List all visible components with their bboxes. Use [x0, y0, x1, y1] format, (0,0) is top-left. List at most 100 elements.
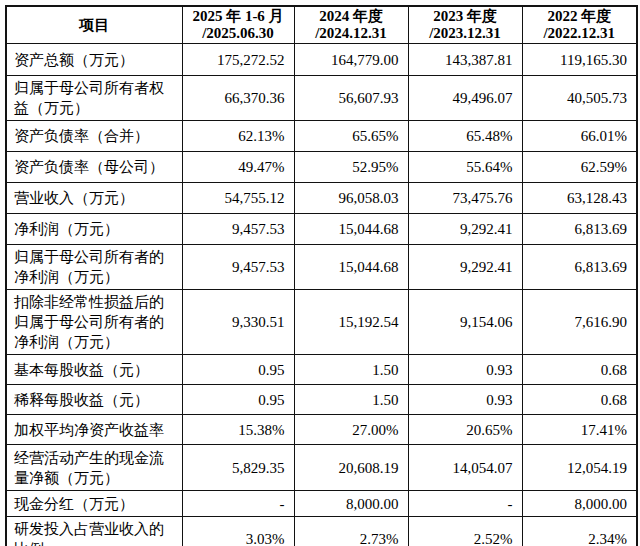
period-date: /2022.12.31: [525, 25, 635, 42]
table-row-parent-net-profit-excl-nonrecurring: 扣除非经常性损益后的归属于母公司所有者的净利润（万元） 9,330.51 15,…: [6, 290, 637, 355]
cell-value: 12,054.19: [522, 445, 637, 491]
table-row-parent-net-profit: 归属于母公司所有者的净利润（万元） 9,457.53 15,044.68 9,2…: [6, 245, 637, 290]
cell-value: 73,475.76: [408, 183, 522, 214]
cell-value: 52.95%: [294, 152, 408, 183]
table-row-parent-equity: 归属于母公司所有者权益（万元） 66,370.36 56,607.93 49,4…: [6, 76, 637, 121]
table-row-debt-ratio-parent: 资产负债率（母公司） 49.47% 52.95% 55.64% 62.59%: [6, 152, 637, 183]
row-label: 资产负债率（合并）: [6, 121, 182, 152]
cell-value: 15,044.68: [294, 214, 408, 245]
financial-summary-table-container: 项目 2025 年 1-6 月 /2025.06.30 2024 年度 /202…: [0, 0, 640, 546]
cell-value: 9,457.53: [182, 245, 294, 290]
row-label: 研发投入占营业收入的比例: [6, 517, 182, 546]
header-cell-period-2024: 2024 年度 /2024.12.31: [294, 6, 408, 44]
cell-value: 65.48%: [408, 121, 522, 152]
cell-value: 143,387.81: [408, 44, 522, 76]
cell-value: 7,616.90: [522, 290, 637, 355]
cell-value: 0.68: [522, 385, 637, 415]
cell-value: 15,192.54: [294, 290, 408, 355]
cell-value: 6,813.69: [522, 245, 637, 290]
table-body: 资产总额（万元） 175,272.52 164,779.00 143,387.8…: [6, 44, 637, 546]
cell-value: 66,370.36: [182, 76, 294, 121]
header-cell-period-2025: 2025 年 1-6 月 /2025.06.30: [182, 6, 294, 44]
cell-value: 63,128.43: [522, 183, 637, 214]
cell-value: 175,272.52: [182, 44, 294, 76]
cell-value: 0.93: [408, 355, 522, 385]
cell-value: 6,813.69: [522, 214, 637, 245]
table-row-net-profit: 净利润（万元） 9,457.53 15,044.68 9,292.41 6,81…: [6, 214, 637, 245]
cell-value: 9,457.53: [182, 214, 294, 245]
table-row-basic-eps: 基本每股收益（元） 0.95 1.50 0.93 0.68: [6, 355, 637, 385]
period-title: 2023 年度: [411, 8, 520, 25]
cell-value: 62.59%: [522, 152, 637, 183]
cell-value: 3.03%: [182, 517, 294, 546]
table-row-rd-revenue-ratio: 研发投入占营业收入的比例 3.03% 2.73% 2.52% 2.34%: [6, 517, 637, 546]
period-title: 2024 年度: [297, 8, 406, 25]
table-row-debt-ratio-consolidated: 资产负债率（合并） 62.13% 65.65% 65.48% 66.01%: [6, 121, 637, 152]
row-label: 营业收入（万元）: [6, 183, 182, 214]
cell-value: 0.93: [408, 385, 522, 415]
header-cell-period-2022: 2022 年度 /2022.12.31: [522, 6, 637, 44]
period-date: /2025.06.30: [185, 25, 292, 42]
cell-value: 96,058.03: [294, 183, 408, 214]
cell-value: 9,330.51: [182, 290, 294, 355]
row-label: 净利润（万元）: [6, 214, 182, 245]
row-label: 现金分红（万元）: [6, 491, 182, 517]
cell-value: 15,044.68: [294, 245, 408, 290]
cell-value: 119,165.30: [522, 44, 637, 76]
header-row: 项目 2025 年 1-6 月 /2025.06.30 2024 年度 /202…: [6, 6, 637, 44]
cell-value: 9,292.41: [408, 214, 522, 245]
table-row-operating-revenue: 营业收入（万元） 54,755.12 96,058.03 73,475.76 6…: [6, 183, 637, 214]
row-label: 稀释每股收益（元）: [6, 385, 182, 415]
cell-value: 17.41%: [522, 415, 637, 445]
row-label: 扣除非经常性损益后的归属于母公司所有者的净利润（万元）: [6, 290, 182, 355]
cell-value: 1.50: [294, 355, 408, 385]
period-title: 2022 年度: [525, 8, 635, 25]
cell-value: 55.64%: [408, 152, 522, 183]
cell-value: 14,054.07: [408, 445, 522, 491]
financial-summary-table: 项目 2025 年 1-6 月 /2025.06.30 2024 年度 /202…: [5, 5, 638, 546]
cell-value: 54,755.12: [182, 183, 294, 214]
table-row-diluted-eps: 稀释每股收益（元） 0.95 1.50 0.93 0.68: [6, 385, 637, 415]
header-item-label: 项目: [79, 17, 109, 33]
header-cell-item: 项目: [6, 6, 182, 44]
cell-value: 5,829.35: [182, 445, 294, 491]
row-label: 资产总额（万元）: [6, 44, 182, 76]
header-cell-period-2023: 2023 年度 /2023.12.31: [408, 6, 522, 44]
row-label: 加权平均净资产收益率: [6, 415, 182, 445]
cell-value: -: [182, 491, 294, 517]
cell-value: 8,000.00: [294, 491, 408, 517]
table-row-operating-cash-flow: 经营活动产生的现金流量净额（万元） 5,829.35 20,608.19 14,…: [6, 445, 637, 491]
cell-value: 0.95: [182, 385, 294, 415]
cell-value: -: [408, 491, 522, 517]
cell-value: 20.65%: [408, 415, 522, 445]
row-label: 归属于母公司所有者的净利润（万元）: [6, 245, 182, 290]
cell-value: 66.01%: [522, 121, 637, 152]
row-label: 归属于母公司所有者权益（万元）: [6, 76, 182, 121]
table-row-total-assets: 资产总额（万元） 175,272.52 164,779.00 143,387.8…: [6, 44, 637, 76]
period-date: /2023.12.31: [411, 25, 520, 42]
table-row-weighted-avg-roe: 加权平均净资产收益率 15.38% 27.00% 20.65% 17.41%: [6, 415, 637, 445]
cell-value: 40,505.73: [522, 76, 637, 121]
cell-value: 49,496.07: [408, 76, 522, 121]
cell-value: 65.65%: [294, 121, 408, 152]
cell-value: 0.68: [522, 355, 637, 385]
row-label: 经营活动产生的现金流量净额（万元）: [6, 445, 182, 491]
cell-value: 20,608.19: [294, 445, 408, 491]
table-row-cash-dividend: 现金分红（万元） - 8,000.00 - 8,000.00: [6, 491, 637, 517]
cell-value: 2.73%: [294, 517, 408, 546]
cell-value: 9,154.06: [408, 290, 522, 355]
cell-value: 164,779.00: [294, 44, 408, 76]
cell-value: 2.52%: [408, 517, 522, 546]
cell-value: 9,292.41: [408, 245, 522, 290]
period-title: 2025 年 1-6 月: [185, 8, 292, 25]
cell-value: 1.50: [294, 385, 408, 415]
cell-value: 2.34%: [522, 517, 637, 546]
cell-value: 27.00%: [294, 415, 408, 445]
row-label: 资产负债率（母公司）: [6, 152, 182, 183]
row-label: 基本每股收益（元）: [6, 355, 182, 385]
cell-value: 0.95: [182, 355, 294, 385]
table-header: 项目 2025 年 1-6 月 /2025.06.30 2024 年度 /202…: [6, 6, 637, 44]
period-date: /2024.12.31: [297, 25, 406, 42]
cell-value: 56,607.93: [294, 76, 408, 121]
cell-value: 8,000.00: [522, 491, 637, 517]
